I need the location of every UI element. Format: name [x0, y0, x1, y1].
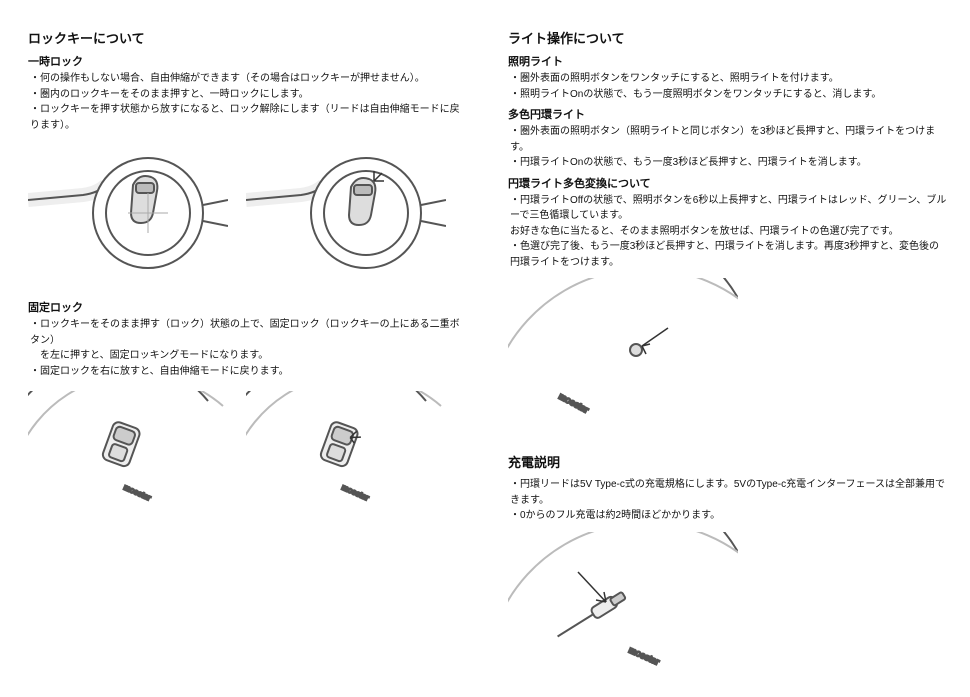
- svg-text:moestar: moestar: [627, 644, 661, 666]
- bullet: ・円環ライトOffの状態で、照明ボタンを6秒以上長押すと、円環ライトはレッド、グ…: [508, 193, 948, 224]
- svg-text:moestar: moestar: [340, 483, 370, 503]
- left-column: ロックキーについて 一時ロック ・何の操作もしない場合、自由伸縮ができます（その…: [28, 28, 468, 692]
- bullet: ・圏外表面の照明ボタン（照明ライトと同じボタン）を3秒ほど長押すと、円環ライトを…: [508, 124, 948, 155]
- fixed-lock-subhead: 固定ロック: [28, 299, 468, 315]
- bullet: ・何の操作もしない場合、自由伸縮ができます（その場合はロックキーが押せません）。: [28, 71, 468, 87]
- bullet: ・ロックキーをそのまま押す（ロック）状態の上で、固定ロック（ロックキーの上にある…: [28, 317, 468, 348]
- bullet: ・照明ライトOnの状態で、もう一度照明ボタンをワンタッチにすると、消します。: [508, 87, 948, 103]
- lock-figure-2: [246, 145, 446, 285]
- fixed-lock-figure-2: moestar: [246, 391, 446, 531]
- svg-text:moestar: moestar: [122, 483, 152, 503]
- bullet: ・圏内のロックキーをそのまま押すと、一時ロックにします。: [28, 87, 468, 103]
- light-heading: ライト操作について: [508, 28, 948, 47]
- ring-subhead: 多色円環ライト: [508, 106, 948, 122]
- lock-figure-row-1: [28, 145, 468, 285]
- bullet: ・0からのフル充電は約2時間ほどかかります。: [508, 508, 948, 524]
- bullet: ・円環リードは5V Type-c式の充電規格にします。5VのType-c充電イン…: [508, 477, 948, 508]
- bullet: ・円環ライトOnの状態で、もう一度3秒ほど長押すと、円環ライトを消します。: [508, 155, 948, 171]
- charge-heading: 充電説明: [508, 452, 948, 471]
- svg-text:moestar: moestar: [557, 391, 590, 415]
- lock-figure-1: [28, 145, 228, 285]
- bullet: ・ロックキーを押す状態から放すになると、ロック解除にします（リードは自由伸縮モー…: [28, 102, 468, 133]
- fixed-lock-figure-1: moestar: [28, 391, 228, 531]
- temp-lock-subhead: 一時ロック: [28, 53, 468, 69]
- lock-figure-row-2: moestar moestar: [28, 391, 468, 531]
- bullet: を左に押すと、固定ロッキングモードになります。: [28, 348, 468, 364]
- bullet: ・圏外表面の照明ボタンをワンタッチにすると、照明ライトを付けます。: [508, 71, 948, 87]
- bullet: お好きな色に当たると、そのまま照明ボタンを放せば、円環ライトの色選び完了です。: [508, 224, 948, 240]
- color-subhead: 円環ライト多色変換について: [508, 175, 948, 191]
- bullet: ・固定ロックを右に放すと、自由伸縮モードに戻ります。: [28, 364, 468, 380]
- lock-heading: ロックキーについて: [28, 28, 468, 47]
- bullet: ・色選び完了後、もう一度3秒ほど長押すと、円環ライトを消します。再度3秒押すと、…: [508, 239, 948, 270]
- right-column: ライト操作について 照明ライト ・圏外表面の照明ボタンをワンタッチにすると、照明…: [508, 28, 948, 692]
- illum-subhead: 照明ライト: [508, 53, 948, 69]
- charge-figure: moestar: [508, 532, 738, 692]
- light-figure: moestar: [508, 278, 738, 438]
